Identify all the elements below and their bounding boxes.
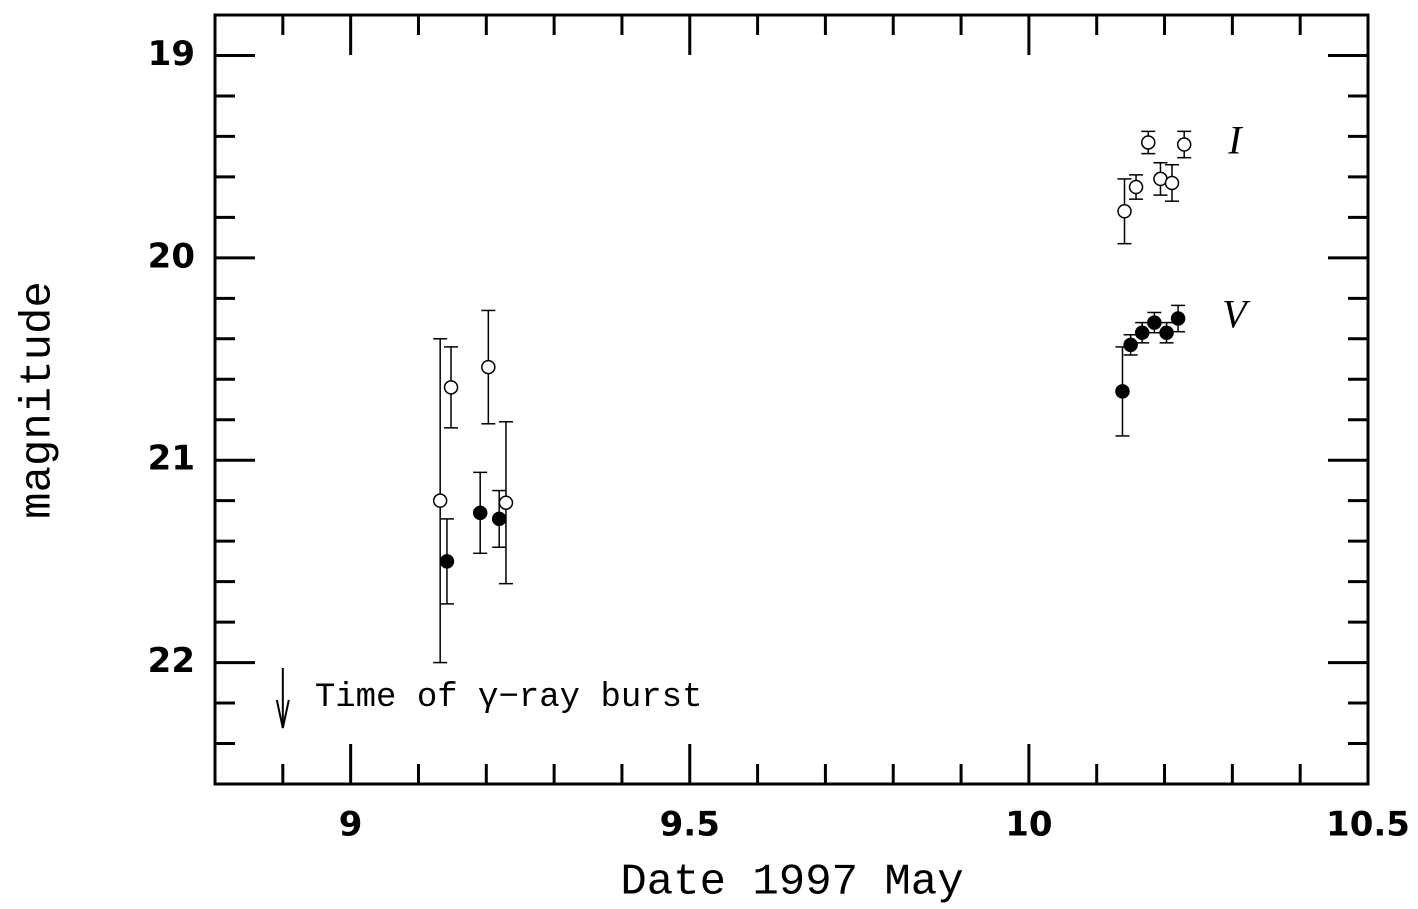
data-point — [481, 359, 496, 375]
data-point — [1115, 384, 1130, 399]
plot-frame — [213, 13, 1370, 786]
data-point — [1170, 311, 1186, 326]
y-tick-label: 22 — [148, 641, 195, 681]
annotation-arrow-head — [275, 699, 290, 729]
data-point — [1117, 204, 1132, 219]
data-point — [1176, 137, 1192, 152]
data-point — [1134, 325, 1150, 340]
series-label: V — [1222, 292, 1251, 337]
data-point — [1147, 315, 1162, 330]
x-tick-label: 10.5 — [1326, 805, 1410, 845]
x-axis-label: Date 1997 May — [620, 858, 963, 908]
data-point — [1123, 337, 1138, 353]
y-tick-label: 20 — [148, 236, 195, 276]
series-label: I — [1227, 118, 1243, 163]
x-tick-label: 9.5 — [660, 805, 720, 845]
data-point — [1141, 135, 1156, 150]
annotation: Time of γ−ray burst — [315, 679, 703, 717]
data-point — [491, 511, 507, 527]
data-point — [1159, 325, 1174, 340]
data-point — [439, 554, 455, 569]
y-axis-label: magnitude — [14, 281, 64, 519]
y-tick-label: 19 — [148, 34, 195, 74]
data-point — [1128, 179, 1144, 195]
x-tick-label: 9 — [339, 805, 363, 845]
data-point — [472, 505, 488, 521]
data-point — [1164, 175, 1180, 191]
data-point — [443, 380, 459, 395]
data-point — [498, 495, 514, 510]
y-tick-label: 21 — [148, 439, 195, 479]
data-point — [432, 493, 448, 508]
x-tick-label: 10 — [1005, 805, 1052, 845]
